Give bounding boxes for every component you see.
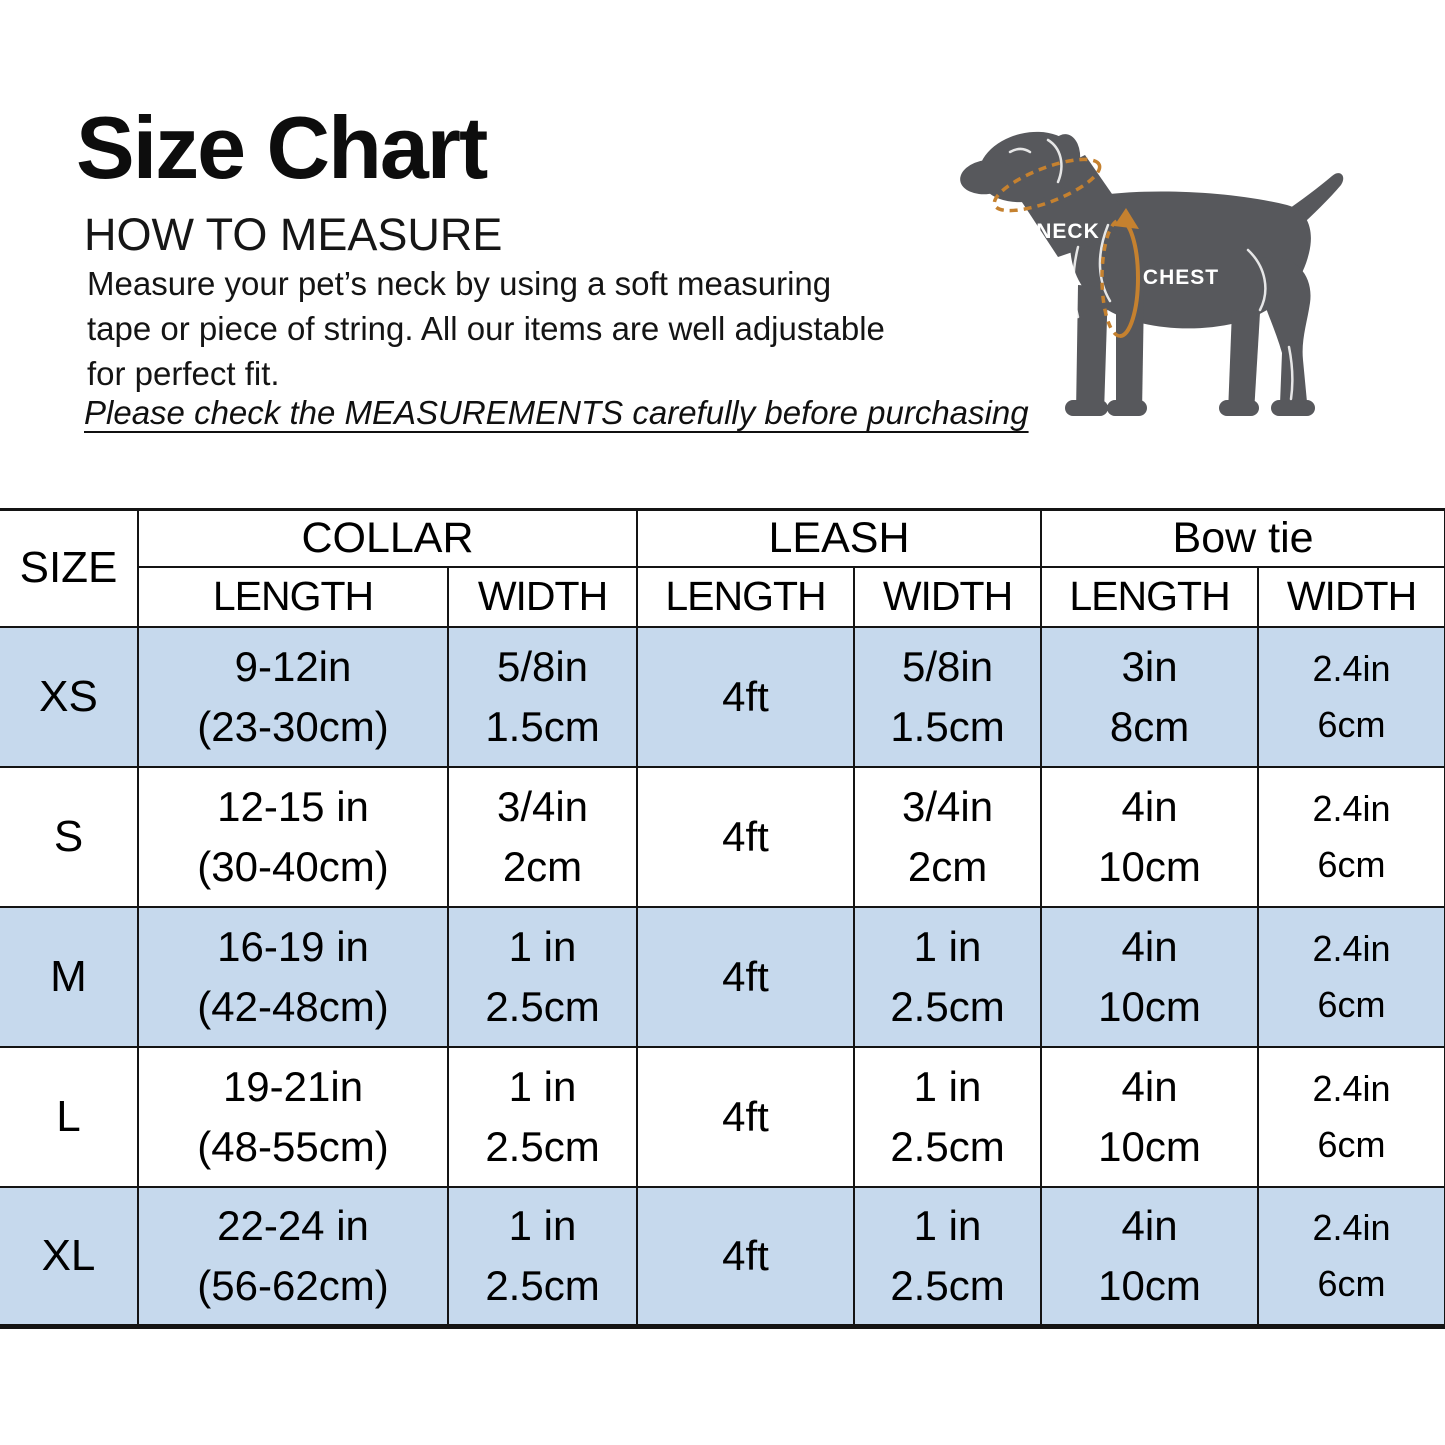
table-cell-bowtie-length: 4in 10cm: [1040, 765, 1260, 908]
hind-leg-highlight: [1287, 345, 1294, 401]
row-size-label: XS: [0, 625, 139, 768]
table-cell-bowtie-width: 2.4in 6cm: [1257, 905, 1445, 1048]
table-cell-leash-length: 4ft: [636, 1185, 856, 1329]
table-cell-collar-width: 1 in 2.5cm: [446, 1045, 639, 1188]
neck-label: NECK: [1036, 220, 1100, 243]
row-size-label: S: [0, 765, 139, 908]
table-cell-collar-width: 1 in 2.5cm: [446, 1185, 639, 1329]
chest-tape-arrow: [1114, 208, 1139, 229]
dog-hind-leg-far: [1228, 310, 1260, 413]
how-to-measure-heading: HOW TO MEASURE: [84, 209, 503, 260]
col-group-collar: COLLAR: [136, 508, 639, 568]
table-row-xl: XL 22-24 in (56-62cm) 1 in 2.5cm 4ft 1 i…: [0, 1185, 1445, 1329]
dog-hind-paw: [1271, 400, 1315, 416]
col-header-bowtie-length: LENGTH: [1040, 565, 1260, 628]
table-cell-bowtie-length: 4in 10cm: [1040, 905, 1260, 1048]
table-cell-bowtie-width: 2.4in 6cm: [1257, 1185, 1445, 1329]
measure-instructions: Measure your pet’s neck by using a soft …: [87, 265, 885, 392]
row-size-label: XL: [0, 1185, 139, 1329]
table-cell-bowtie-width: 2.4in 6cm: [1257, 765, 1445, 908]
col-header-size: SIZE: [0, 508, 139, 628]
measurements-note: Please check the MEASUREMENTS carefully …: [84, 394, 1029, 431]
table-row-l: L 19-21in (48-55cm) 1 in 2.5cm 4ft 1 in …: [0, 1045, 1445, 1188]
dog-front-leg-2: [1116, 290, 1144, 413]
table-group-header-row: SIZE COLLAR LEASH Bow tie: [0, 508, 1445, 628]
chest-tape-dashed: [1100, 218, 1121, 338]
haunch-highlight: [1246, 248, 1267, 312]
table-cell-leash-length: 4ft: [636, 765, 856, 908]
table-row-s: S 12-15 in (30-40cm) 3/4in 2cm 4ft 3/4in…: [0, 765, 1445, 908]
table-subheader-row: LENGTH WIDTH LENGTH WIDTH LENGTH WIDTH: [0, 565, 1445, 628]
table-cell-collar-length: 16-19 in (42-48cm): [137, 905, 449, 1048]
dog-front-leg: [1076, 285, 1108, 413]
brow-highlight: [1008, 147, 1032, 154]
table-row-m: M 16-19 in (42-48cm) 1 in 2.5cm 4ft 1 in…: [0, 905, 1445, 1048]
chest-label: CHEST: [1143, 266, 1219, 289]
dog-silhouette: [960, 131, 1344, 416]
table-cell-collar-width: 3/4in 2cm: [446, 765, 639, 908]
col-group-leash: LEASH: [636, 508, 1043, 568]
dog-measurement-diagram: NECK CHEST: [950, 95, 1445, 445]
table-cell-collar-length: 12-15 in (30-40cm): [137, 765, 449, 908]
table-cell-leash-length: 4ft: [636, 1045, 856, 1188]
col-group-bowtie: Bow tie: [1040, 508, 1445, 568]
table-cell-collar-width: 5/8in 1.5cm: [446, 625, 639, 768]
ear-highlight: [1046, 138, 1063, 184]
col-header-leash-width: WIDTH: [853, 565, 1043, 628]
neck-tape-icon: [992, 157, 1102, 213]
table-cell-leash-width: 1 in 2.5cm: [853, 905, 1043, 1048]
page-title: Size Chart: [76, 98, 488, 197]
chest-highlight: [1072, 245, 1080, 319]
table-cell-leash-width: 1 in 2.5cm: [853, 1185, 1043, 1329]
shoulder-highlight: [1098, 223, 1112, 303]
table-cell-bowtie-width: 2.4in 6cm: [1257, 625, 1445, 768]
table-cell-bowtie-width: 2.4in 6cm: [1257, 1045, 1445, 1188]
table-cell-bowtie-length: 3in 8cm: [1040, 625, 1260, 768]
dog-front-paw-2: [1107, 400, 1147, 416]
table-cell-bowtie-length: 4in 10cm: [1040, 1185, 1260, 1329]
col-header-collar-width: WIDTH: [446, 565, 639, 628]
row-size-label: L: [0, 1045, 139, 1188]
row-size-label: M: [0, 905, 139, 1048]
dog-front-paw: [1065, 400, 1108, 416]
table-cell-leash-width: 5/8in 1.5cm: [853, 625, 1043, 768]
dog-hind-leg: [1260, 257, 1311, 404]
col-header-leash-length: LENGTH: [636, 565, 856, 628]
table-cell-leash-width: 1 in 2.5cm: [853, 1045, 1043, 1188]
table-cell-collar-width: 1 in 2.5cm: [446, 905, 639, 1048]
table-cell-collar-length: 9-12in (23-30cm): [137, 625, 449, 768]
dog-silhouette-graphic: NECK CHEST: [960, 131, 1344, 416]
table-row-xs: XS 9-12in (23-30cm) 5/8in 1.5cm 4ft 5/8i…: [0, 625, 1445, 768]
col-header-bowtie-width: WIDTH: [1257, 565, 1445, 628]
table-cell-leash-width: 3/4in 2cm: [853, 765, 1043, 908]
dog-highlight-lines: [1008, 138, 1294, 401]
table-cell-collar-length: 19-21in (48-55cm): [137, 1045, 449, 1188]
size-chart-table: SIZE COLLAR LEASH Bow tie LENGTH WIDTH L…: [0, 508, 1445, 1329]
dog-muzzle: [960, 159, 1014, 195]
dog-ear: [1045, 134, 1081, 188]
table-cell-collar-length: 22-24 in (56-62cm): [137, 1185, 449, 1329]
dog-hind-paw-far: [1219, 400, 1259, 416]
col-header-collar-length: LENGTH: [138, 565, 449, 628]
table-cell-leash-length: 4ft: [636, 905, 856, 1048]
table-cell-bowtie-length: 4in 10cm: [1040, 1045, 1260, 1188]
table-cell-leash-length: 4ft: [636, 625, 856, 768]
